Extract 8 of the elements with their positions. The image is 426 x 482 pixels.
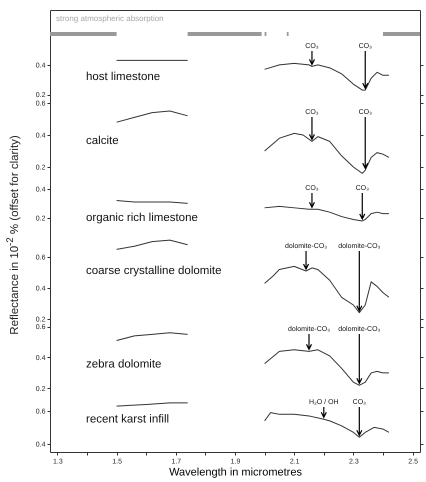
series-label: recent karst infill [86, 414, 170, 426]
text: zebra dolomite [86, 358, 162, 371]
x-axis-title: Wavelength in micrometres [169, 466, 302, 478]
series-label: calcite [86, 135, 119, 147]
series-label: organic rich limestone [86, 212, 198, 224]
band-label: strong atmospheric absorption [56, 14, 164, 23]
text: coarse crystalline dolomite [86, 265, 222, 277]
series-label: host limestone [86, 70, 160, 83]
